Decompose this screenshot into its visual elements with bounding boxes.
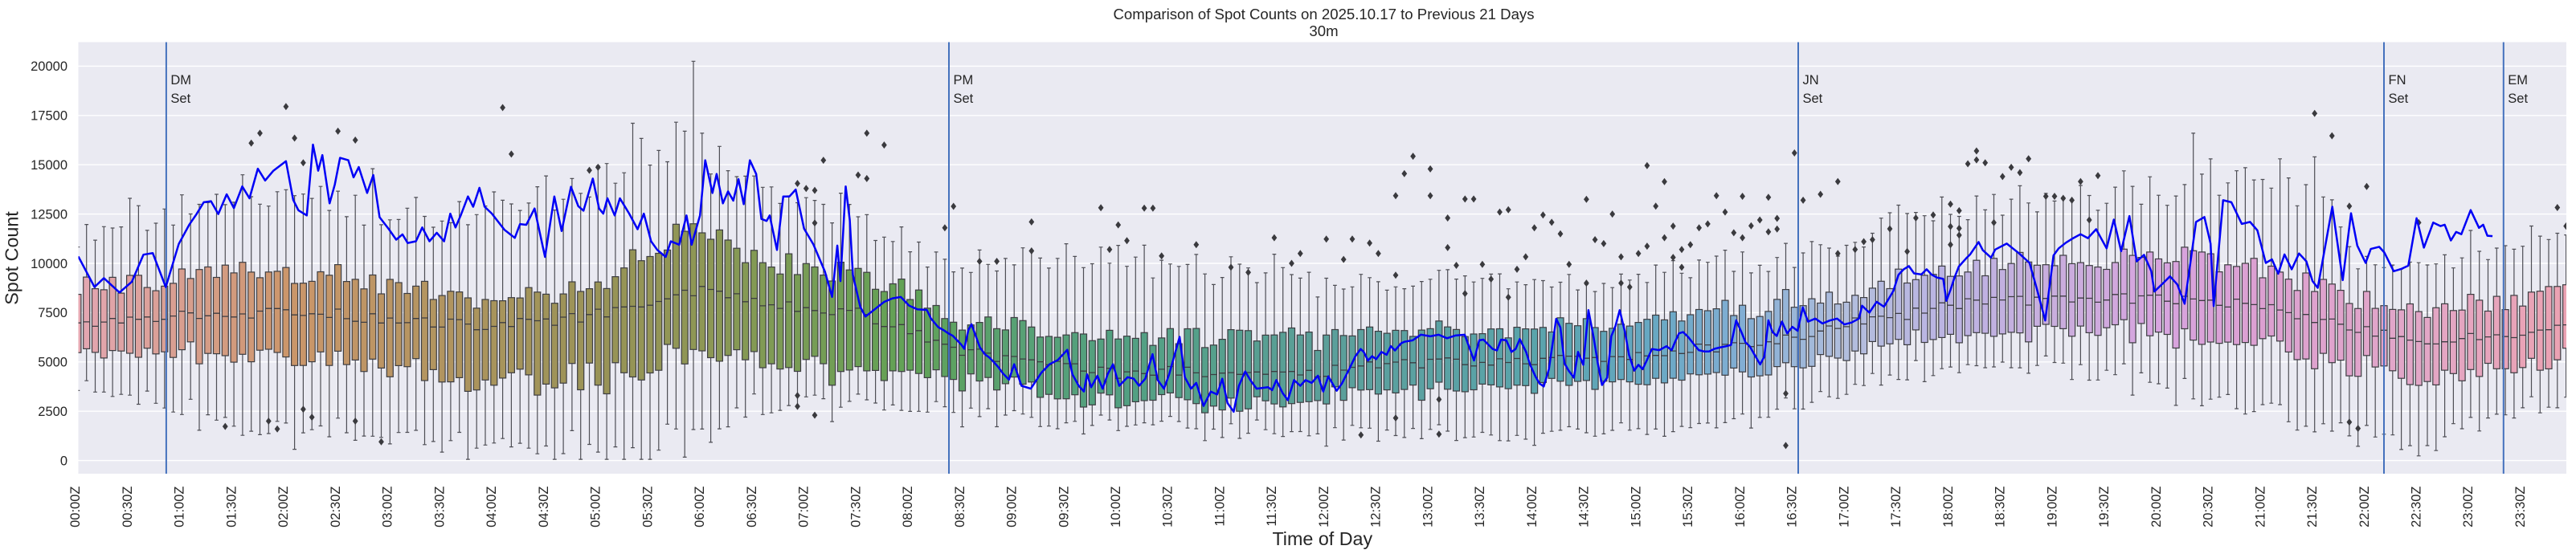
svg-text:FN: FN bbox=[2389, 73, 2406, 88]
svg-text:20:00Z: 20:00Z bbox=[2149, 487, 2164, 527]
svg-text:10:30Z: 10:30Z bbox=[1161, 487, 1176, 527]
svg-text:01:30Z: 01:30Z bbox=[224, 487, 239, 527]
svg-text:22:00Z: 22:00Z bbox=[2357, 487, 2372, 527]
svg-text:23:00Z: 23:00Z bbox=[2461, 487, 2476, 527]
svg-text:04:30Z: 04:30Z bbox=[537, 487, 551, 527]
svg-text:DM: DM bbox=[170, 73, 191, 88]
svg-text:02:30Z: 02:30Z bbox=[329, 487, 343, 527]
svg-text:12500: 12500 bbox=[31, 207, 67, 222]
svg-text:05:30Z: 05:30Z bbox=[640, 487, 655, 527]
svg-text:17500: 17500 bbox=[31, 109, 67, 124]
svg-text:21:00Z: 21:00Z bbox=[2253, 487, 2267, 527]
svg-text:Set: Set bbox=[2389, 92, 2409, 106]
svg-text:08:00Z: 08:00Z bbox=[901, 487, 915, 527]
svg-text:17:00Z: 17:00Z bbox=[1837, 487, 1851, 527]
svg-text:JN: JN bbox=[1803, 73, 1819, 88]
svg-text:12:00Z: 12:00Z bbox=[1317, 487, 1331, 527]
svg-text:19:00Z: 19:00Z bbox=[2045, 487, 2059, 527]
svg-text:5000: 5000 bbox=[38, 356, 67, 370]
svg-text:2500: 2500 bbox=[38, 405, 67, 419]
svg-text:11:00Z: 11:00Z bbox=[1213, 487, 1228, 527]
svg-text:18:30Z: 18:30Z bbox=[1993, 487, 2008, 527]
svg-text:00:00Z: 00:00Z bbox=[68, 487, 83, 527]
svg-text:13:00Z: 13:00Z bbox=[1421, 487, 1435, 527]
svg-text:15:00Z: 15:00Z bbox=[1629, 487, 1643, 527]
svg-text:15000: 15000 bbox=[31, 158, 67, 173]
svg-text:03:30Z: 03:30Z bbox=[432, 487, 447, 527]
svg-text:10:00Z: 10:00Z bbox=[1109, 487, 1123, 527]
svg-text:Set: Set bbox=[170, 92, 190, 106]
svg-text:16:30Z: 16:30Z bbox=[1785, 487, 1800, 527]
svg-text:12:30Z: 12:30Z bbox=[1369, 487, 1384, 527]
svg-text:10000: 10000 bbox=[31, 257, 67, 271]
svg-text:08:30Z: 08:30Z bbox=[953, 487, 967, 527]
svg-text:00:30Z: 00:30Z bbox=[121, 487, 135, 527]
svg-text:16:00Z: 16:00Z bbox=[1733, 487, 1748, 527]
svg-text:07:00Z: 07:00Z bbox=[797, 487, 812, 527]
svg-text:01:00Z: 01:00Z bbox=[173, 487, 187, 527]
svg-text:Set: Set bbox=[954, 92, 974, 106]
svg-text:06:00Z: 06:00Z bbox=[693, 487, 707, 527]
svg-text:02:00Z: 02:00Z bbox=[276, 487, 291, 527]
svg-text:21:30Z: 21:30Z bbox=[2305, 487, 2320, 527]
svg-text:0: 0 bbox=[60, 454, 67, 468]
svg-text:09:00Z: 09:00Z bbox=[1005, 487, 1020, 527]
svg-text:03:00Z: 03:00Z bbox=[381, 487, 395, 527]
svg-text:05:00Z: 05:00Z bbox=[589, 487, 603, 527]
svg-text:7500: 7500 bbox=[38, 306, 67, 320]
svg-text:15:30Z: 15:30Z bbox=[1681, 487, 1695, 527]
svg-text:Set: Set bbox=[2508, 92, 2528, 106]
svg-text:PM: PM bbox=[954, 73, 974, 88]
svg-text:14:00Z: 14:00Z bbox=[1525, 487, 1539, 527]
svg-text:20000: 20000 bbox=[31, 59, 67, 74]
svg-text:06:30Z: 06:30Z bbox=[745, 487, 759, 527]
svg-text:11:30Z: 11:30Z bbox=[1265, 487, 1279, 527]
svg-text:20:30Z: 20:30Z bbox=[2202, 487, 2216, 527]
svg-text:13:30Z: 13:30Z bbox=[1473, 487, 1487, 527]
svg-text:17:30Z: 17:30Z bbox=[1889, 487, 1903, 527]
svg-text:23:30Z: 23:30Z bbox=[2513, 487, 2528, 527]
svg-text:04:00Z: 04:00Z bbox=[485, 487, 499, 527]
svg-text:30m: 30m bbox=[1309, 22, 1338, 39]
svg-text:07:30Z: 07:30Z bbox=[848, 487, 863, 527]
svg-text:Comparison of Spot Counts on 2: Comparison of Spot Counts on 2025.10.17 … bbox=[1113, 6, 1534, 22]
svg-text:18:00Z: 18:00Z bbox=[1941, 487, 1956, 527]
svg-text:22:30Z: 22:30Z bbox=[2410, 487, 2424, 527]
svg-text:14:30Z: 14:30Z bbox=[1577, 487, 1592, 527]
svg-text:19:30Z: 19:30Z bbox=[2097, 487, 2112, 527]
svg-text:Set: Set bbox=[1803, 92, 1823, 106]
svg-text:09:30Z: 09:30Z bbox=[1057, 487, 1071, 527]
svg-text:Time of Day: Time of Day bbox=[1272, 528, 1372, 549]
svg-text:EM: EM bbox=[2508, 73, 2528, 88]
svg-text:Spot Count: Spot Count bbox=[2, 211, 22, 305]
